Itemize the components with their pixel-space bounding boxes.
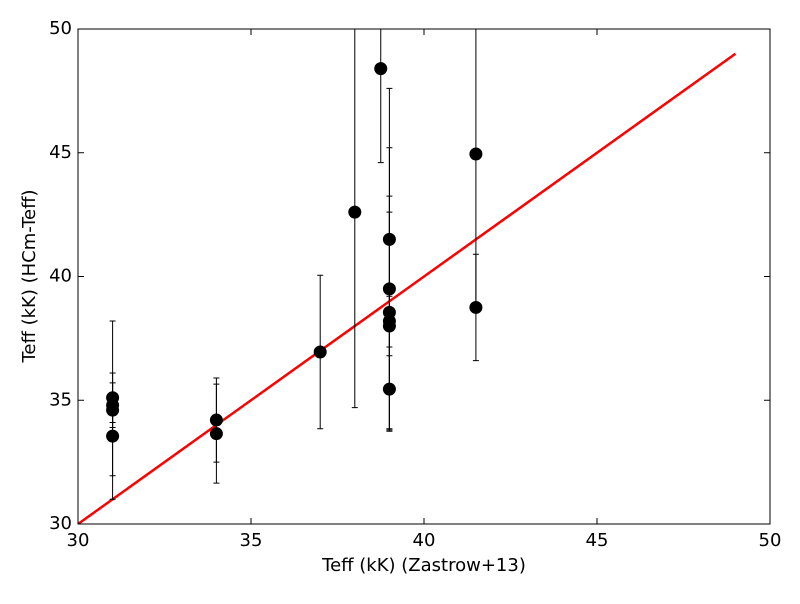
y-axis-label: Teff (kK) (HCm-Teff) — [19, 189, 40, 363]
point — [106, 403, 120, 417]
x-tick-label: 40 — [413, 530, 436, 551]
y-tick-label: 50 — [49, 18, 72, 39]
point — [209, 413, 223, 427]
y-tick-label: 30 — [49, 513, 72, 534]
x-tick-label: 45 — [586, 530, 609, 551]
y-tick-label: 40 — [49, 266, 72, 287]
point — [348, 205, 362, 219]
point — [382, 382, 396, 396]
reference-line — [78, 52, 737, 524]
x-axis-label: Teff (kK) (Zastrow+13) — [321, 555, 526, 576]
y-tick-label: 45 — [49, 142, 72, 163]
point — [382, 319, 396, 333]
point — [313, 345, 327, 359]
point — [469, 300, 483, 314]
point — [382, 232, 396, 246]
x-tick-label: 30 — [67, 530, 90, 551]
point — [469, 147, 483, 161]
plot-area — [78, 29, 737, 524]
point — [374, 62, 388, 76]
point — [106, 429, 120, 443]
point — [209, 427, 223, 441]
y-tick-label: 35 — [49, 389, 72, 410]
x-tick-label: 50 — [759, 530, 782, 551]
x-tick-label: 35 — [240, 530, 263, 551]
point — [382, 282, 396, 296]
